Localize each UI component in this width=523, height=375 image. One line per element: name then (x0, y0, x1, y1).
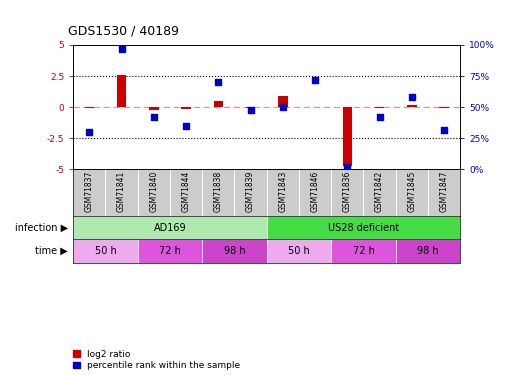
Bar (213, 101, 223, 107)
Text: 72 h: 72 h (159, 246, 181, 256)
Bar (396, 239, 460, 262)
Text: infection ▶: infection ▶ (15, 222, 68, 232)
Point (343, 164, 351, 170)
Text: GSM71845: GSM71845 (407, 171, 416, 212)
Text: 98 h: 98 h (224, 246, 245, 256)
Text: GSM71838: GSM71838 (214, 171, 223, 212)
Bar (149, 107, 158, 109)
Point (311, 77, 319, 83)
Text: GSM71837: GSM71837 (85, 171, 94, 212)
Text: 50 h: 50 h (288, 246, 310, 256)
Legend: log2 ratio, percentile rank within the sample: log2 ratio, percentile rank within the s… (73, 350, 240, 370)
Bar (202, 239, 267, 262)
Point (376, 114, 384, 120)
Point (150, 114, 158, 120)
Text: GSM71843: GSM71843 (278, 171, 287, 212)
Text: 72 h: 72 h (353, 246, 374, 256)
Point (85, 129, 94, 135)
Bar (343, 107, 352, 165)
Bar (73, 216, 267, 239)
Point (440, 126, 448, 132)
Bar (407, 105, 417, 107)
Bar (246, 107, 255, 108)
Bar (117, 75, 127, 107)
Text: GDS1530 / 40189: GDS1530 / 40189 (68, 24, 179, 38)
Text: GSM71844: GSM71844 (181, 171, 190, 212)
Text: GSM71839: GSM71839 (246, 171, 255, 212)
Text: GSM71842: GSM71842 (375, 171, 384, 212)
Point (117, 46, 126, 52)
Text: time ▶: time ▶ (35, 246, 68, 256)
Bar (267, 239, 331, 262)
Text: GSM71840: GSM71840 (150, 171, 158, 212)
Text: AD169: AD169 (154, 222, 186, 232)
Bar (439, 107, 449, 108)
Bar (267, 216, 460, 239)
Bar (181, 107, 191, 109)
Bar (85, 107, 94, 108)
Bar (375, 107, 384, 108)
Text: US28 deficient: US28 deficient (328, 222, 399, 232)
Text: 98 h: 98 h (417, 246, 439, 256)
Point (279, 104, 287, 110)
Text: GSM71846: GSM71846 (311, 171, 320, 212)
Bar (73, 239, 138, 262)
Text: GSM71841: GSM71841 (117, 171, 126, 212)
Point (214, 79, 223, 85)
Point (408, 94, 416, 100)
Text: GSM71847: GSM71847 (440, 171, 449, 212)
Bar (278, 96, 288, 107)
Bar (138, 239, 202, 262)
Text: 50 h: 50 h (95, 246, 116, 256)
Point (246, 106, 255, 112)
Text: GSM71836: GSM71836 (343, 171, 352, 212)
Point (182, 123, 190, 129)
Bar (331, 239, 396, 262)
